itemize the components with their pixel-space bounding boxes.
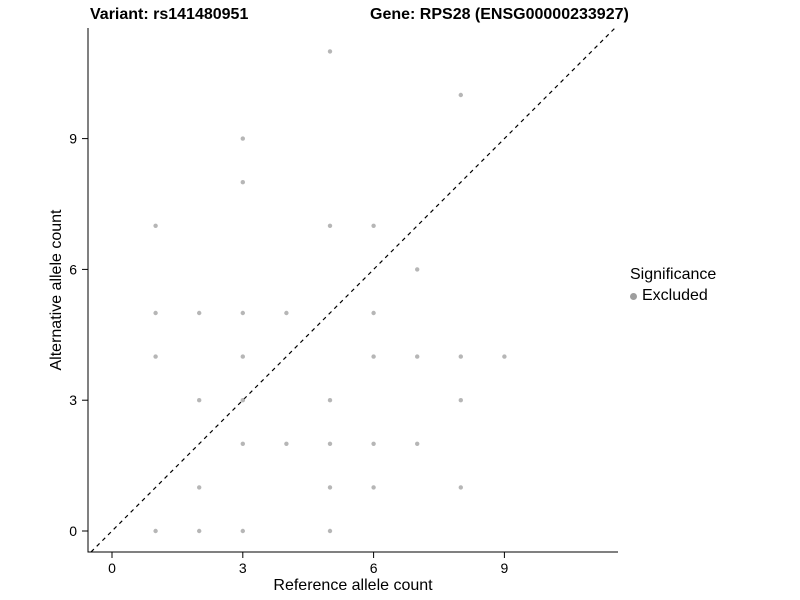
data-point — [371, 310, 376, 316]
data-point — [240, 136, 245, 141]
data-point — [240, 180, 245, 185]
data-point — [197, 485, 202, 490]
y-tick-label: 6 — [69, 261, 77, 277]
data-point — [371, 441, 376, 446]
gene-title: Gene: RPS28 (ENSG00000233927) — [370, 6, 629, 23]
data-point — [327, 485, 333, 490]
data-point — [197, 310, 202, 316]
excluded-point-marker-icon — [630, 292, 637, 300]
legend-title: Significance — [630, 266, 717, 283]
data-point — [327, 441, 333, 446]
data-point — [371, 485, 376, 490]
data-point — [458, 398, 463, 403]
data-point — [327, 398, 333, 403]
y-tick-label: 0 — [69, 523, 77, 539]
x-tick-label: 9 — [501, 560, 509, 576]
data-point — [327, 528, 333, 534]
data-point — [458, 485, 463, 490]
y-axis-label: Alternative allele count — [48, 209, 65, 371]
data-point — [153, 310, 158, 316]
data-point — [153, 223, 158, 228]
data-point — [284, 441, 289, 446]
data-point — [415, 354, 420, 359]
data-point — [415, 267, 420, 272]
data-point — [284, 310, 289, 316]
data-point — [240, 441, 245, 446]
variant-title: Variant: rs141480951 — [90, 6, 249, 23]
x-tick-label: 6 — [370, 560, 378, 576]
data-point — [371, 223, 376, 228]
data-point — [153, 528, 158, 534]
data-point — [197, 528, 202, 534]
y-tick-label: 9 — [69, 131, 77, 147]
data-point — [240, 398, 245, 403]
data-point — [240, 310, 245, 316]
data-point — [415, 441, 420, 446]
data-point — [458, 92, 463, 98]
identity-line — [90, 27, 616, 553]
data-point — [371, 354, 376, 359]
legend-item-label: Excluded — [642, 287, 708, 304]
legend: Significance Excluded — [630, 266, 716, 305]
x-axis-label: Reference allele count — [273, 577, 433, 594]
x-tick-label: 0 — [108, 560, 116, 576]
y-tick-label: 3 — [69, 392, 77, 408]
data-point — [502, 354, 507, 359]
data-point — [153, 354, 158, 359]
data-point — [327, 223, 333, 228]
data-point — [240, 528, 245, 534]
data-point — [197, 398, 202, 403]
x-tick-label: 3 — [239, 560, 247, 576]
data-point — [327, 49, 333, 54]
legend-item-excluded: Excluded — [630, 287, 716, 305]
data-point — [458, 354, 463, 359]
data-point — [240, 354, 245, 359]
